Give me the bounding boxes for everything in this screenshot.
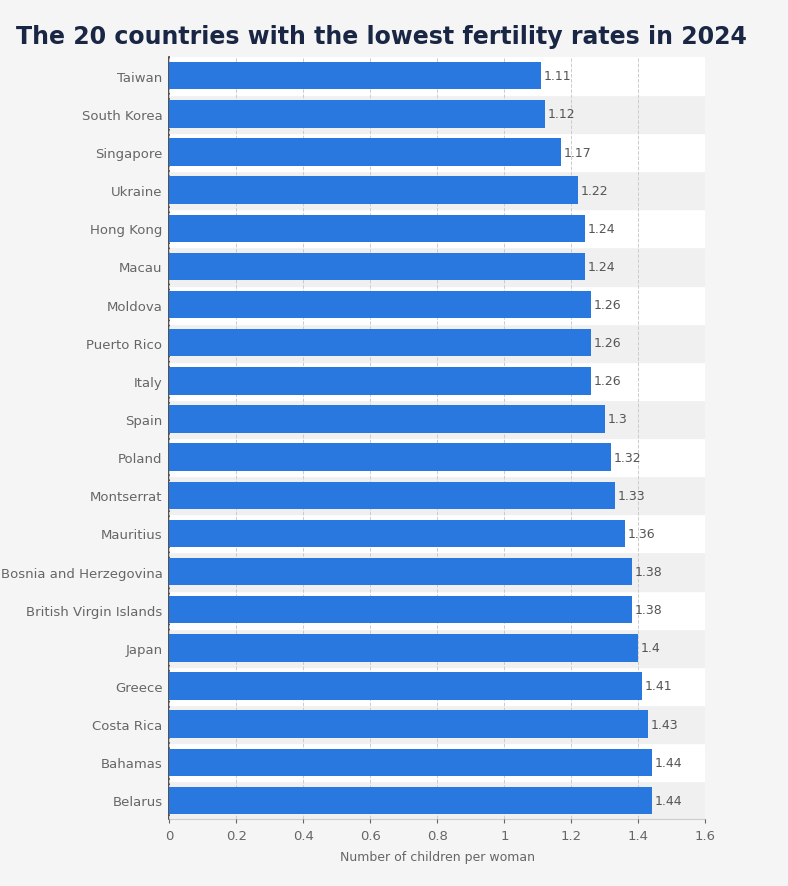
Text: 1.33: 1.33 [618, 489, 645, 502]
Bar [169, 134, 705, 172]
Text: The 20 countries with the lowest fertility rates in 2024: The 20 countries with the lowest fertili… [16, 25, 747, 49]
Text: 1.43: 1.43 [651, 718, 678, 731]
Text: 1.26: 1.26 [594, 299, 622, 312]
Bar [169, 177, 578, 205]
Text: 1.44: 1.44 [654, 794, 682, 807]
Bar [169, 515, 705, 553]
Text: 1.32: 1.32 [614, 451, 641, 464]
Text: 1.38: 1.38 [634, 565, 662, 579]
Text: 1.11: 1.11 [544, 70, 571, 83]
Bar [169, 482, 615, 509]
Bar [169, 553, 705, 591]
Bar [169, 330, 591, 357]
Bar [169, 711, 649, 738]
Text: 1.26: 1.26 [594, 375, 622, 388]
Bar [169, 672, 641, 700]
Bar [169, 444, 611, 471]
Bar [169, 172, 705, 210]
Bar [169, 743, 705, 781]
Bar [169, 558, 631, 586]
Bar [169, 477, 705, 515]
Text: 1.41: 1.41 [645, 680, 672, 693]
Text: 1.22: 1.22 [581, 184, 608, 198]
Bar [169, 634, 638, 662]
Text: 1.4: 1.4 [641, 641, 660, 655]
Bar [169, 781, 705, 820]
Bar [169, 63, 541, 90]
Bar [169, 591, 705, 629]
Text: 1.17: 1.17 [564, 146, 592, 159]
Bar [169, 324, 705, 362]
Bar [169, 139, 561, 167]
Bar [169, 286, 705, 324]
Text: 1.24: 1.24 [587, 260, 615, 274]
Text: 1.36: 1.36 [627, 527, 655, 540]
Bar [169, 439, 705, 477]
Bar [169, 705, 705, 743]
Text: 1.44: 1.44 [654, 756, 682, 769]
Bar [169, 253, 585, 281]
Bar [169, 58, 705, 96]
Bar [169, 248, 705, 286]
Bar [169, 520, 625, 548]
Text: 1.26: 1.26 [594, 337, 622, 350]
Bar [169, 362, 705, 400]
Text: 1.3: 1.3 [608, 413, 627, 426]
Bar [169, 749, 652, 776]
Bar [169, 368, 591, 395]
Bar [169, 215, 585, 243]
Bar [169, 96, 705, 134]
X-axis label: Number of children per woman: Number of children per woman [340, 850, 535, 863]
Bar [169, 596, 631, 624]
Bar [169, 291, 591, 319]
Bar [169, 787, 652, 814]
Bar [169, 210, 705, 248]
Bar [169, 629, 705, 667]
Bar [169, 406, 605, 433]
Text: 1.38: 1.38 [634, 603, 662, 617]
Bar [169, 667, 705, 705]
Bar [169, 101, 545, 128]
Bar [169, 400, 705, 439]
Text: 1.24: 1.24 [587, 222, 615, 236]
Text: 1.12: 1.12 [547, 108, 574, 121]
